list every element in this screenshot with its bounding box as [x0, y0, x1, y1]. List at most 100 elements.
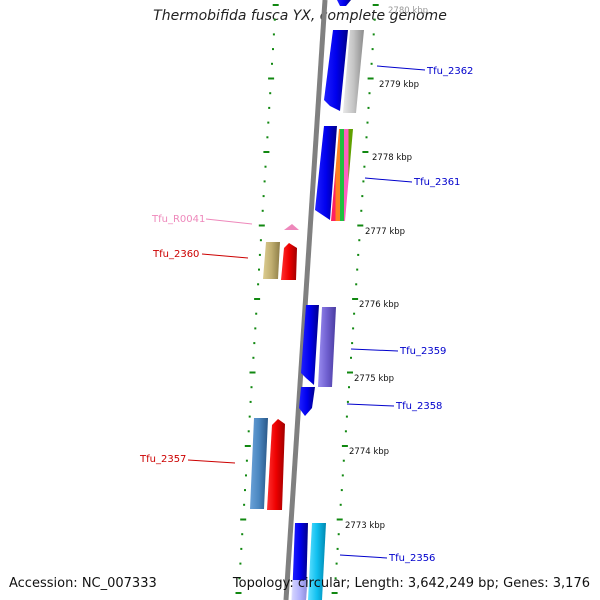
scale-tick — [262, 195, 265, 198]
scale-tick — [351, 342, 354, 345]
genome-backbone — [283, 0, 328, 600]
scale-tick — [243, 503, 246, 506]
scale-tick — [345, 415, 348, 418]
scale-tick — [254, 298, 261, 300]
scale-label-2774: 2774 kbp — [349, 447, 389, 457]
scale-label-2773: 2773 kbp — [345, 521, 385, 531]
scale-tick — [336, 518, 343, 521]
scale-tick — [263, 180, 266, 183]
scale-tick — [241, 533, 244, 536]
gene-label-tfu-2362[interactable]: Tfu_2362 — [426, 66, 473, 77]
scale-tick — [370, 62, 373, 65]
gene-arrow-tfu-2360[interactable] — [281, 243, 297, 280]
gene-label-tfu-2360[interactable]: Tfu_2360 — [152, 249, 199, 260]
scale-tick — [336, 547, 339, 550]
scale-tick — [238, 577, 241, 580]
scale-tick — [272, 33, 275, 36]
scale-tick — [269, 92, 272, 95]
scale-tick — [253, 342, 256, 345]
scale-tick — [356, 268, 359, 271]
scale-dots-inner — [235, 4, 279, 594]
gene-shapes — [250, 0, 364, 600]
scale-tick — [342, 459, 345, 462]
scale-tick — [347, 371, 353, 374]
scale-tick — [272, 4, 279, 6]
scale-tick — [258, 253, 261, 256]
scale-tick — [255, 312, 258, 315]
scale-label-2779: 2779 kbp — [379, 80, 419, 90]
gene-arrow-tfu-2358[interactable] — [299, 387, 315, 416]
gene-label-tfu-r0041[interactable]: Tfu_R0041 — [151, 214, 205, 225]
gene-arrow-tfu-2357[interactable] — [267, 419, 285, 510]
gene-label-tfu-2356[interactable]: Tfu_2356 — [388, 553, 435, 564]
scale-tick — [337, 533, 340, 536]
scale-tick — [357, 224, 364, 227]
scale-tick — [268, 106, 271, 109]
gene-arrow-top-partial[interactable] — [337, 0, 351, 6]
scale-tick — [344, 430, 347, 433]
scale-tick — [244, 445, 251, 447]
gene-label-tfu-2357[interactable]: Tfu_2357 — [139, 454, 186, 465]
scale-tick — [352, 298, 359, 300]
accession-text: Accession: NC_007333 — [9, 576, 157, 591]
scale-tick — [272, 48, 274, 51]
scale-tick — [368, 92, 371, 95]
cog-bar-tfu-2357[interactable] — [250, 418, 268, 509]
scale-tick — [273, 18, 276, 21]
gene-arrow-tfu-r0041[interactable] — [284, 224, 299, 230]
scale-tick — [331, 592, 338, 594]
scale-tick — [249, 400, 252, 403]
scale-tick — [245, 474, 247, 477]
scale-label-2777: 2777 kbp — [365, 227, 405, 237]
scale-tick — [239, 562, 242, 565]
scale-tick — [335, 562, 338, 565]
scale-tick — [355, 283, 358, 286]
scale-tick — [235, 592, 242, 594]
cog-bar-tfu-2359[interactable] — [318, 307, 336, 387]
scale-tick — [257, 283, 260, 286]
scale-tick — [254, 327, 257, 330]
scale-tick — [362, 180, 365, 183]
scale-tick — [248, 415, 251, 418]
scale-tick — [372, 33, 375, 36]
gene-label-tfu-2361[interactable]: Tfu_2361 — [413, 177, 460, 188]
scale-tick — [373, 18, 376, 21]
scale-tick — [240, 547, 243, 550]
cog-bar-tfu-2360[interactable] — [263, 242, 280, 279]
scale-tick — [346, 400, 349, 403]
cog-bar-tfu-2362[interactable] — [343, 30, 364, 113]
scale-tick — [352, 327, 355, 330]
scale-tick — [362, 151, 369, 153]
scale-tick — [353, 312, 356, 315]
scale-label-2775: 2775 kbp — [354, 374, 394, 384]
scale-tick — [341, 445, 348, 447]
scale-tick — [252, 356, 255, 359]
scale-tick — [268, 77, 275, 80]
scale-tick — [371, 48, 374, 51]
scale-tick — [249, 371, 256, 374]
gene-arrow-tfu-2362[interactable] — [324, 30, 348, 111]
cog-bar-tfu-2361[interactable] — [331, 129, 353, 221]
scale-tick — [340, 489, 343, 492]
scale-tick — [245, 459, 248, 462]
map-title: Thermobifida fusca YX, complete genome — [153, 8, 447, 24]
cog-bar-tfu-2356-light[interactable] — [291, 580, 308, 600]
gene-label-tfu-2358[interactable]: Tfu_2358 — [395, 401, 442, 412]
scale-tick — [250, 386, 253, 389]
scale-tick — [348, 386, 350, 389]
scale-tick — [334, 577, 337, 580]
cog-bar-tfu-2356[interactable] — [308, 523, 326, 600]
scale-labels: 2780 kbp 2779 kbp 2778 kbp 2777 kbp 2776… — [345, 6, 428, 531]
gene-arrow-tfu-2359[interactable] — [301, 305, 319, 385]
scale-tick — [357, 253, 360, 256]
scale-dots-outer — [331, 4, 379, 594]
gene-label-tfu-2359[interactable]: Tfu_2359 — [399, 346, 446, 357]
scale-tick — [264, 165, 267, 168]
scale-tick — [244, 489, 246, 492]
scale-tick — [258, 268, 260, 271]
scale-tick — [258, 224, 265, 227]
gene-arrow-tfu-2361[interactable] — [315, 126, 337, 220]
scale-tick — [339, 503, 342, 506]
scale-tick — [360, 209, 363, 212]
